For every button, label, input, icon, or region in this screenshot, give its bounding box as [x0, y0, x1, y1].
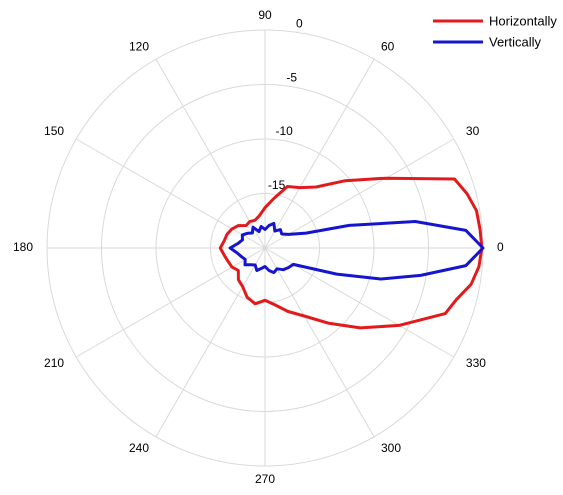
- theta-tick-label: 270: [255, 472, 275, 486]
- legend-label: Vertically: [489, 34, 542, 49]
- theta-tick-label: 120: [129, 39, 149, 53]
- grid-spoke: [75, 247, 266, 358]
- theta-tick-label: 60: [381, 39, 395, 53]
- grid-spoke: [75, 138, 266, 249]
- legend-label: Horizontally: [489, 13, 557, 28]
- series-line: [228, 220, 485, 281]
- grid-spoke: [155, 247, 266, 438]
- r-tick-label: -5: [286, 70, 297, 84]
- r-tick-label: -10: [275, 124, 293, 138]
- grid-spoke: [264, 58, 375, 249]
- theta-tick-label: 300: [381, 441, 401, 455]
- grid-spoke: [155, 58, 266, 249]
- theta-tick-label: 210: [44, 356, 64, 370]
- theta-tick-label: 0: [497, 240, 504, 254]
- grid-spoke: [264, 247, 375, 438]
- series-line: [218, 176, 484, 330]
- theta-tick-label: 330: [466, 356, 486, 370]
- r-tick-label: -15: [268, 178, 286, 192]
- theta-tick-label: 180: [13, 240, 33, 254]
- theta-tick-label: 90: [258, 8, 272, 22]
- theta-tick-label: 30: [466, 124, 480, 138]
- r-tick-label: 0: [296, 16, 303, 30]
- theta-tick-label: 240: [129, 441, 149, 455]
- grid-spoke: [264, 138, 455, 249]
- theta-tick-label: 150: [44, 124, 64, 138]
